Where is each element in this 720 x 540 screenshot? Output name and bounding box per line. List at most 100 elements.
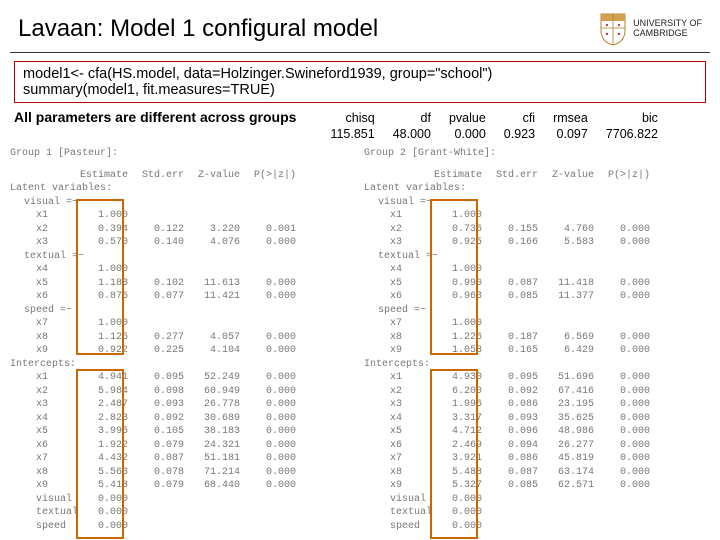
value-cell: 51.696: [546, 371, 602, 385]
logo-line2: CAMBRIDGE: [633, 29, 702, 39]
value-cell: 0.000: [602, 425, 658, 439]
value-cell: 0.394: [80, 223, 136, 237]
value-cell: 45.819: [546, 452, 602, 466]
value-cell: 0.000: [248, 290, 304, 304]
value-cell: [248, 493, 304, 507]
var-name: x6: [10, 290, 80, 304]
value-cell: 0.925: [434, 236, 490, 250]
var-name: x9: [364, 344, 434, 358]
col-header: P(>|z|): [602, 169, 658, 183]
value-cell: [490, 506, 546, 520]
value-cell: 0.077: [136, 290, 192, 304]
value-cell: 0.095: [136, 371, 192, 385]
value-cell: 6.200: [434, 385, 490, 399]
col-header: Std.err: [490, 169, 546, 183]
value-cell: 4.712: [434, 425, 490, 439]
value-cell: 0.990: [434, 277, 490, 291]
value-cell: [546, 493, 602, 507]
var-name: x9: [10, 344, 80, 358]
value-cell: 3.921: [434, 452, 490, 466]
fit-h-pvalue: pvalue: [441, 111, 494, 125]
value-cell: 0.086: [490, 452, 546, 466]
value-cell: [136, 209, 192, 223]
logo-text: UNIVERSITY OF CAMBRIDGE: [633, 19, 702, 39]
value-cell: 0.155: [490, 223, 546, 237]
fit-h-df: df: [385, 111, 439, 125]
value-cell: 0.000: [248, 385, 304, 399]
var-name: x2: [364, 223, 434, 237]
value-cell: 11.418: [546, 277, 602, 291]
var-name: x1: [364, 371, 434, 385]
var-name: x6: [364, 290, 434, 304]
var-name: textual: [364, 506, 434, 520]
value-cell: 4.930: [434, 371, 490, 385]
value-cell: 0.000: [602, 236, 658, 250]
value-cell: 1.183: [80, 277, 136, 291]
value-cell: [490, 209, 546, 223]
value-cell: 0.079: [136, 479, 192, 493]
value-cell: [248, 209, 304, 223]
var-name: x4: [364, 263, 434, 277]
section-label: Intercepts:: [364, 358, 658, 372]
factor-label: textual =~: [364, 250, 658, 264]
value-cell: 0.000: [248, 371, 304, 385]
value-cell: 68.440: [192, 479, 248, 493]
fit-h-bic: bic: [598, 111, 666, 125]
value-cell: 52.249: [192, 371, 248, 385]
value-cell: [602, 263, 658, 277]
section-label: Latent variables:: [364, 182, 658, 196]
value-cell: 4.104: [192, 344, 248, 358]
value-cell: 0.087: [490, 466, 546, 480]
value-cell: [248, 506, 304, 520]
value-cell: 4.076: [192, 236, 248, 250]
var-name: x5: [364, 425, 434, 439]
value-cell: 0.000: [248, 344, 304, 358]
value-cell: 0.000: [602, 277, 658, 291]
factor-label: textual =~: [10, 250, 304, 264]
col-header: [10, 169, 80, 183]
value-cell: [546, 209, 602, 223]
var-name: x6: [10, 439, 80, 453]
value-cell: 1.000: [434, 209, 490, 223]
fit-v-pvalue: 0.000: [441, 127, 494, 141]
cambridge-logo: UNIVERSITY OF CAMBRIDGE: [599, 12, 702, 46]
fit-v-chisq: 115.851: [322, 127, 382, 141]
value-cell: 1.000: [80, 317, 136, 331]
var-name: x7: [10, 452, 80, 466]
value-cell: 5.418: [80, 479, 136, 493]
value-cell: 0.922: [80, 344, 136, 358]
value-cell: 0.000: [602, 344, 658, 358]
fit-v-df: 48.000: [385, 127, 439, 141]
section-label: Latent variables:: [10, 182, 304, 196]
mid-row: All parameters are different across grou…: [14, 109, 706, 143]
value-cell: [192, 317, 248, 331]
value-cell: 38.183: [192, 425, 248, 439]
value-cell: 0.094: [490, 439, 546, 453]
value-cell: [490, 317, 546, 331]
value-cell: 0.000: [602, 466, 658, 480]
output-panel-1: Group 1 [Pasteur]:Estimate Std.err Z-val…: [10, 147, 356, 533]
value-cell: 0.000: [248, 277, 304, 291]
var-name: speed: [364, 520, 434, 534]
value-cell: 0.000: [602, 479, 658, 493]
value-cell: 1.996: [434, 398, 490, 412]
value-cell: 0.736: [434, 223, 490, 237]
var-name: x7: [10, 317, 80, 331]
value-cell: 0.000: [80, 520, 136, 534]
var-name: x4: [364, 412, 434, 426]
fit-table: chisq df pvalue cfi rmsea bic 115.851 48…: [320, 109, 668, 143]
value-cell: 11.377: [546, 290, 602, 304]
value-cell: 0.165: [490, 344, 546, 358]
value-cell: 0.000: [248, 452, 304, 466]
value-cell: [490, 263, 546, 277]
var-name: x4: [10, 263, 80, 277]
value-cell: [192, 520, 248, 534]
value-cell: 0.187: [490, 331, 546, 345]
section-label: Intercepts:: [10, 358, 304, 372]
value-cell: 0.963: [434, 290, 490, 304]
value-cell: 35.625: [546, 412, 602, 426]
col-header: Z-value: [546, 169, 602, 183]
value-cell: 1.000: [434, 263, 490, 277]
value-cell: 6.429: [546, 344, 602, 358]
value-cell: 0.000: [248, 412, 304, 426]
